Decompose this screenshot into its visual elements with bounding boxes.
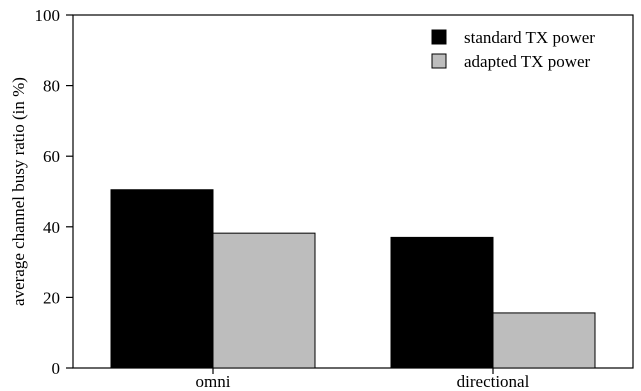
x-tick-label: omni	[196, 372, 231, 391]
bar-1-0	[212, 232, 316, 369]
bar-0-0	[110, 189, 214, 369]
x-tick-label: directional	[457, 372, 530, 391]
x-axis: omni directional	[196, 368, 530, 391]
y-tick-label: 60	[43, 147, 60, 166]
bar-0-1	[390, 236, 494, 369]
y-tick-label: 20	[43, 288, 60, 307]
legend-label: adapted TX power	[464, 52, 591, 71]
legend: standard TX power adapted TX power	[431, 28, 595, 71]
legend-swatch	[431, 53, 447, 69]
y-tick-label: 0	[52, 359, 61, 378]
plot-border	[72, 14, 634, 369]
plot-frame	[72, 14, 634, 369]
bar-1-1	[492, 312, 596, 369]
legend-label: standard TX power	[464, 28, 595, 47]
y-axis: 0 20 40 60 80 100	[35, 6, 73, 378]
y-axis-title: average channel busy ratio (in %)	[9, 77, 28, 306]
legend-swatch	[431, 29, 447, 45]
bars	[110, 189, 596, 369]
y-tick-label: 80	[43, 77, 60, 96]
y-tick-label: 100	[35, 6, 61, 25]
y-tick-label: 40	[43, 218, 60, 237]
